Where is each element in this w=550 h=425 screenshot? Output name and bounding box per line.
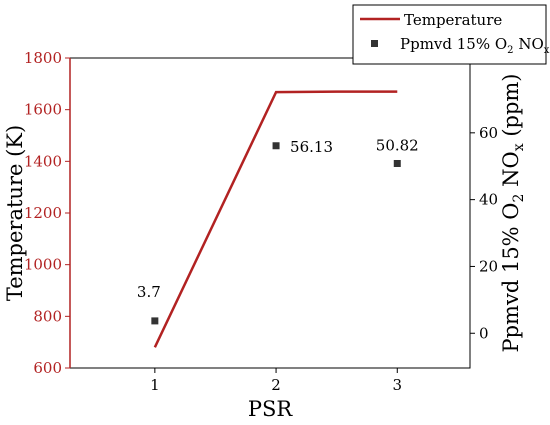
legend-box (352, 4, 547, 65)
x-axis-tick-label: 2 (271, 376, 281, 394)
legend-label-temperature: Temperature (404, 11, 502, 29)
nox-point (393, 159, 401, 167)
x-axis-label: PSR (248, 397, 294, 421)
y-right-axis-label: Ppmvd 15% O2 NOx (ppm) (499, 73, 527, 352)
legend: Temperature Ppmvd 15% O2 NOx (352, 4, 550, 65)
nox-point (272, 142, 280, 150)
left-axis-tick-label: 1600 (24, 101, 62, 119)
left-axis-tick-label: 1400 (24, 152, 62, 170)
nox-data-label: 3.7 (137, 283, 161, 301)
series-layer: 3.7 56.13 50.82 (137, 90, 419, 348)
left-axis-tick-label: 800 (33, 307, 62, 325)
legend-marker-swatch (371, 40, 378, 47)
right-axis-tick-label: 60 (479, 124, 498, 142)
right-axis-tick-label: 0 (479, 324, 489, 342)
x-axis: 1 2 3 (150, 368, 402, 394)
left-axis-tick-label: 600 (33, 359, 62, 377)
right-axis: 0 20 40 60 (470, 124, 498, 342)
left-axis: 600 800 1000 1200 1400 1600 1800 (24, 49, 71, 377)
x-axis-tick-label: 3 (392, 376, 402, 394)
left-axis-tick-label: 1200 (24, 204, 62, 222)
right-axis-tick-label: 40 (479, 191, 498, 209)
right-axis-tick-label: 20 (479, 257, 498, 275)
legend-label-nox: Ppmvd 15% O2 NOx (400, 35, 550, 56)
temperature-line (153, 90, 398, 348)
nox-point (151, 317, 159, 325)
nox-data-label: 56.13 (290, 138, 333, 156)
left-axis-tick-label: 1000 (24, 256, 62, 274)
y-left-axis-label: Temperature (K) (3, 125, 27, 301)
x-axis-tick-label: 1 (150, 376, 160, 394)
nox-data-label: 50.82 (376, 136, 419, 154)
left-axis-tick-label: 1800 (24, 49, 62, 67)
